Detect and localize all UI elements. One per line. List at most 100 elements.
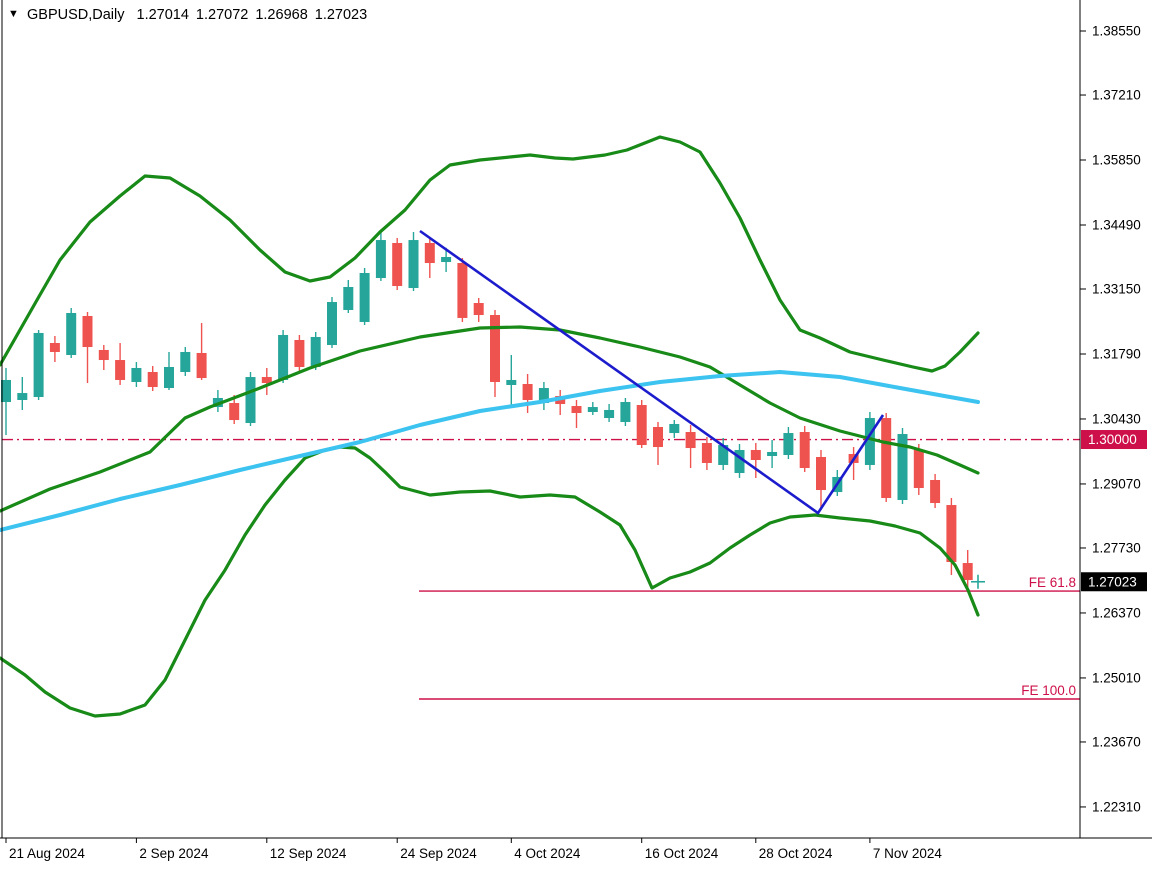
y-axis-label: 1.23670 [1092,734,1141,749]
candlestick [587,407,598,412]
y-axis-label: 1.38550 [1092,24,1141,39]
axes: 1.38550 1.37210 1.35850 1.34490 1.33150 1.317… [5,24,1141,861]
candlestick [783,433,794,455]
candlestick [799,432,810,468]
y-axis-label: 1.27730 [1092,540,1141,555]
candlestick [734,449,745,474]
candlestick [82,316,93,348]
candlestick [881,418,892,499]
candlestick [375,240,386,279]
fib-level-label: FE 61.8 [1029,575,1076,590]
candlestick [685,432,696,449]
header-symbol: GBPUSD,Daily [27,7,125,23]
header-low: 1.26968 [255,7,307,23]
candlestick [701,443,712,463]
indicator-lines [0,135,980,718]
header-high: 1.27072 [196,7,248,23]
plot-border [0,0,1152,839]
candlestick [115,360,126,380]
candlestick [522,383,533,401]
candlestick [636,405,647,446]
x-axis-label: 7 Nov 2024 [873,846,943,861]
candlestick [604,409,615,419]
candlestick [620,402,631,422]
y-axis-label: 1.30430 [1092,411,1141,426]
candlestick [473,303,484,316]
candlestick [131,367,142,382]
candlestick [506,379,517,386]
candlestick [408,240,419,289]
chart-header: GBPUSD,Daily 1.27014 1.27072 1.26968 1.27023 [27,7,367,23]
x-axis-label: 16 Oct 2024 [645,846,719,861]
candlestick [718,445,729,465]
candlestick [164,366,174,389]
candlestick [946,505,957,563]
candlestick [310,336,321,367]
candlestick [1,379,11,403]
candlestick [864,418,875,465]
price-badge-text: 1.27023 [1088,574,1137,589]
x-axis-label: 4 Oct 2024 [514,846,581,861]
x-axis-label: 28 Oct 2024 [759,846,833,861]
zigzag-trendline[interactable] [419,229,885,515]
header-close: 1.27023 [315,7,367,23]
symbol-dropdown-icon[interactable]: ▼ [8,8,19,20]
candlestick [147,372,158,388]
candlestick [816,457,826,491]
drawn-objects [419,229,985,589]
candlestick [17,393,28,401]
candlestick [327,302,337,346]
candlestick [294,339,305,367]
candlestick [33,332,44,397]
header-open: 1.27014 [137,7,189,23]
candlestick [897,434,908,501]
current-price-badge [1081,572,1147,592]
y-axis-label: 1.25010 [1092,670,1141,685]
x-axis-label: 21 Aug 2024 [9,846,85,861]
x-axis-label: 24 Sep 2024 [400,846,477,861]
candlestick [490,315,500,382]
y-axis-label: 1.34490 [1092,217,1141,232]
bollinger-lower-line[interactable] [0,445,980,718]
candlestick [669,423,680,434]
candlestick [49,343,60,352]
moving-average-line[interactable] [0,370,980,532]
y-axis-label: 1.29070 [1092,476,1141,491]
candlestick [653,427,663,448]
candlestick [180,351,191,373]
candlestick [196,352,207,379]
price-badge-text: 1.30000 [1088,432,1137,447]
price-badges: 1.30000 1.27023 [1081,430,1147,592]
candlestick [343,287,354,310]
x-axis-label: 2 Sep 2024 [139,846,209,861]
y-axis-label: 1.26370 [1092,605,1141,620]
candlestick [66,312,77,355]
level-price-badge [1081,430,1147,450]
y-axis-label: 1.22310 [1092,799,1141,814]
candlestick [359,273,370,322]
y-axis-label: 1.33150 [1092,282,1141,297]
candlestick [767,451,778,457]
y-axis-label: 1.35850 [1092,153,1141,168]
x-axis-label: 12 Sep 2024 [270,846,347,861]
candlestick [229,403,240,421]
candlestick [261,377,272,383]
candlestick [441,256,452,263]
fib-level-label: FE 100.0 [1021,683,1076,698]
candlestick [962,563,973,581]
candlestick [930,479,941,504]
bollinger-upper-line[interactable] [0,135,980,373]
candlestick [245,377,256,423]
candlestick [913,449,924,489]
candlestick [750,449,761,461]
y-axis-label: 1.31790 [1092,346,1141,361]
candlestick [457,263,468,318]
candlestick [538,388,549,404]
y-axis-label: 1.37210 [1092,88,1141,103]
candlestick [424,242,435,264]
candlestick [571,406,582,414]
candlestick [392,242,403,287]
bollinger-middle-line[interactable] [0,325,980,513]
